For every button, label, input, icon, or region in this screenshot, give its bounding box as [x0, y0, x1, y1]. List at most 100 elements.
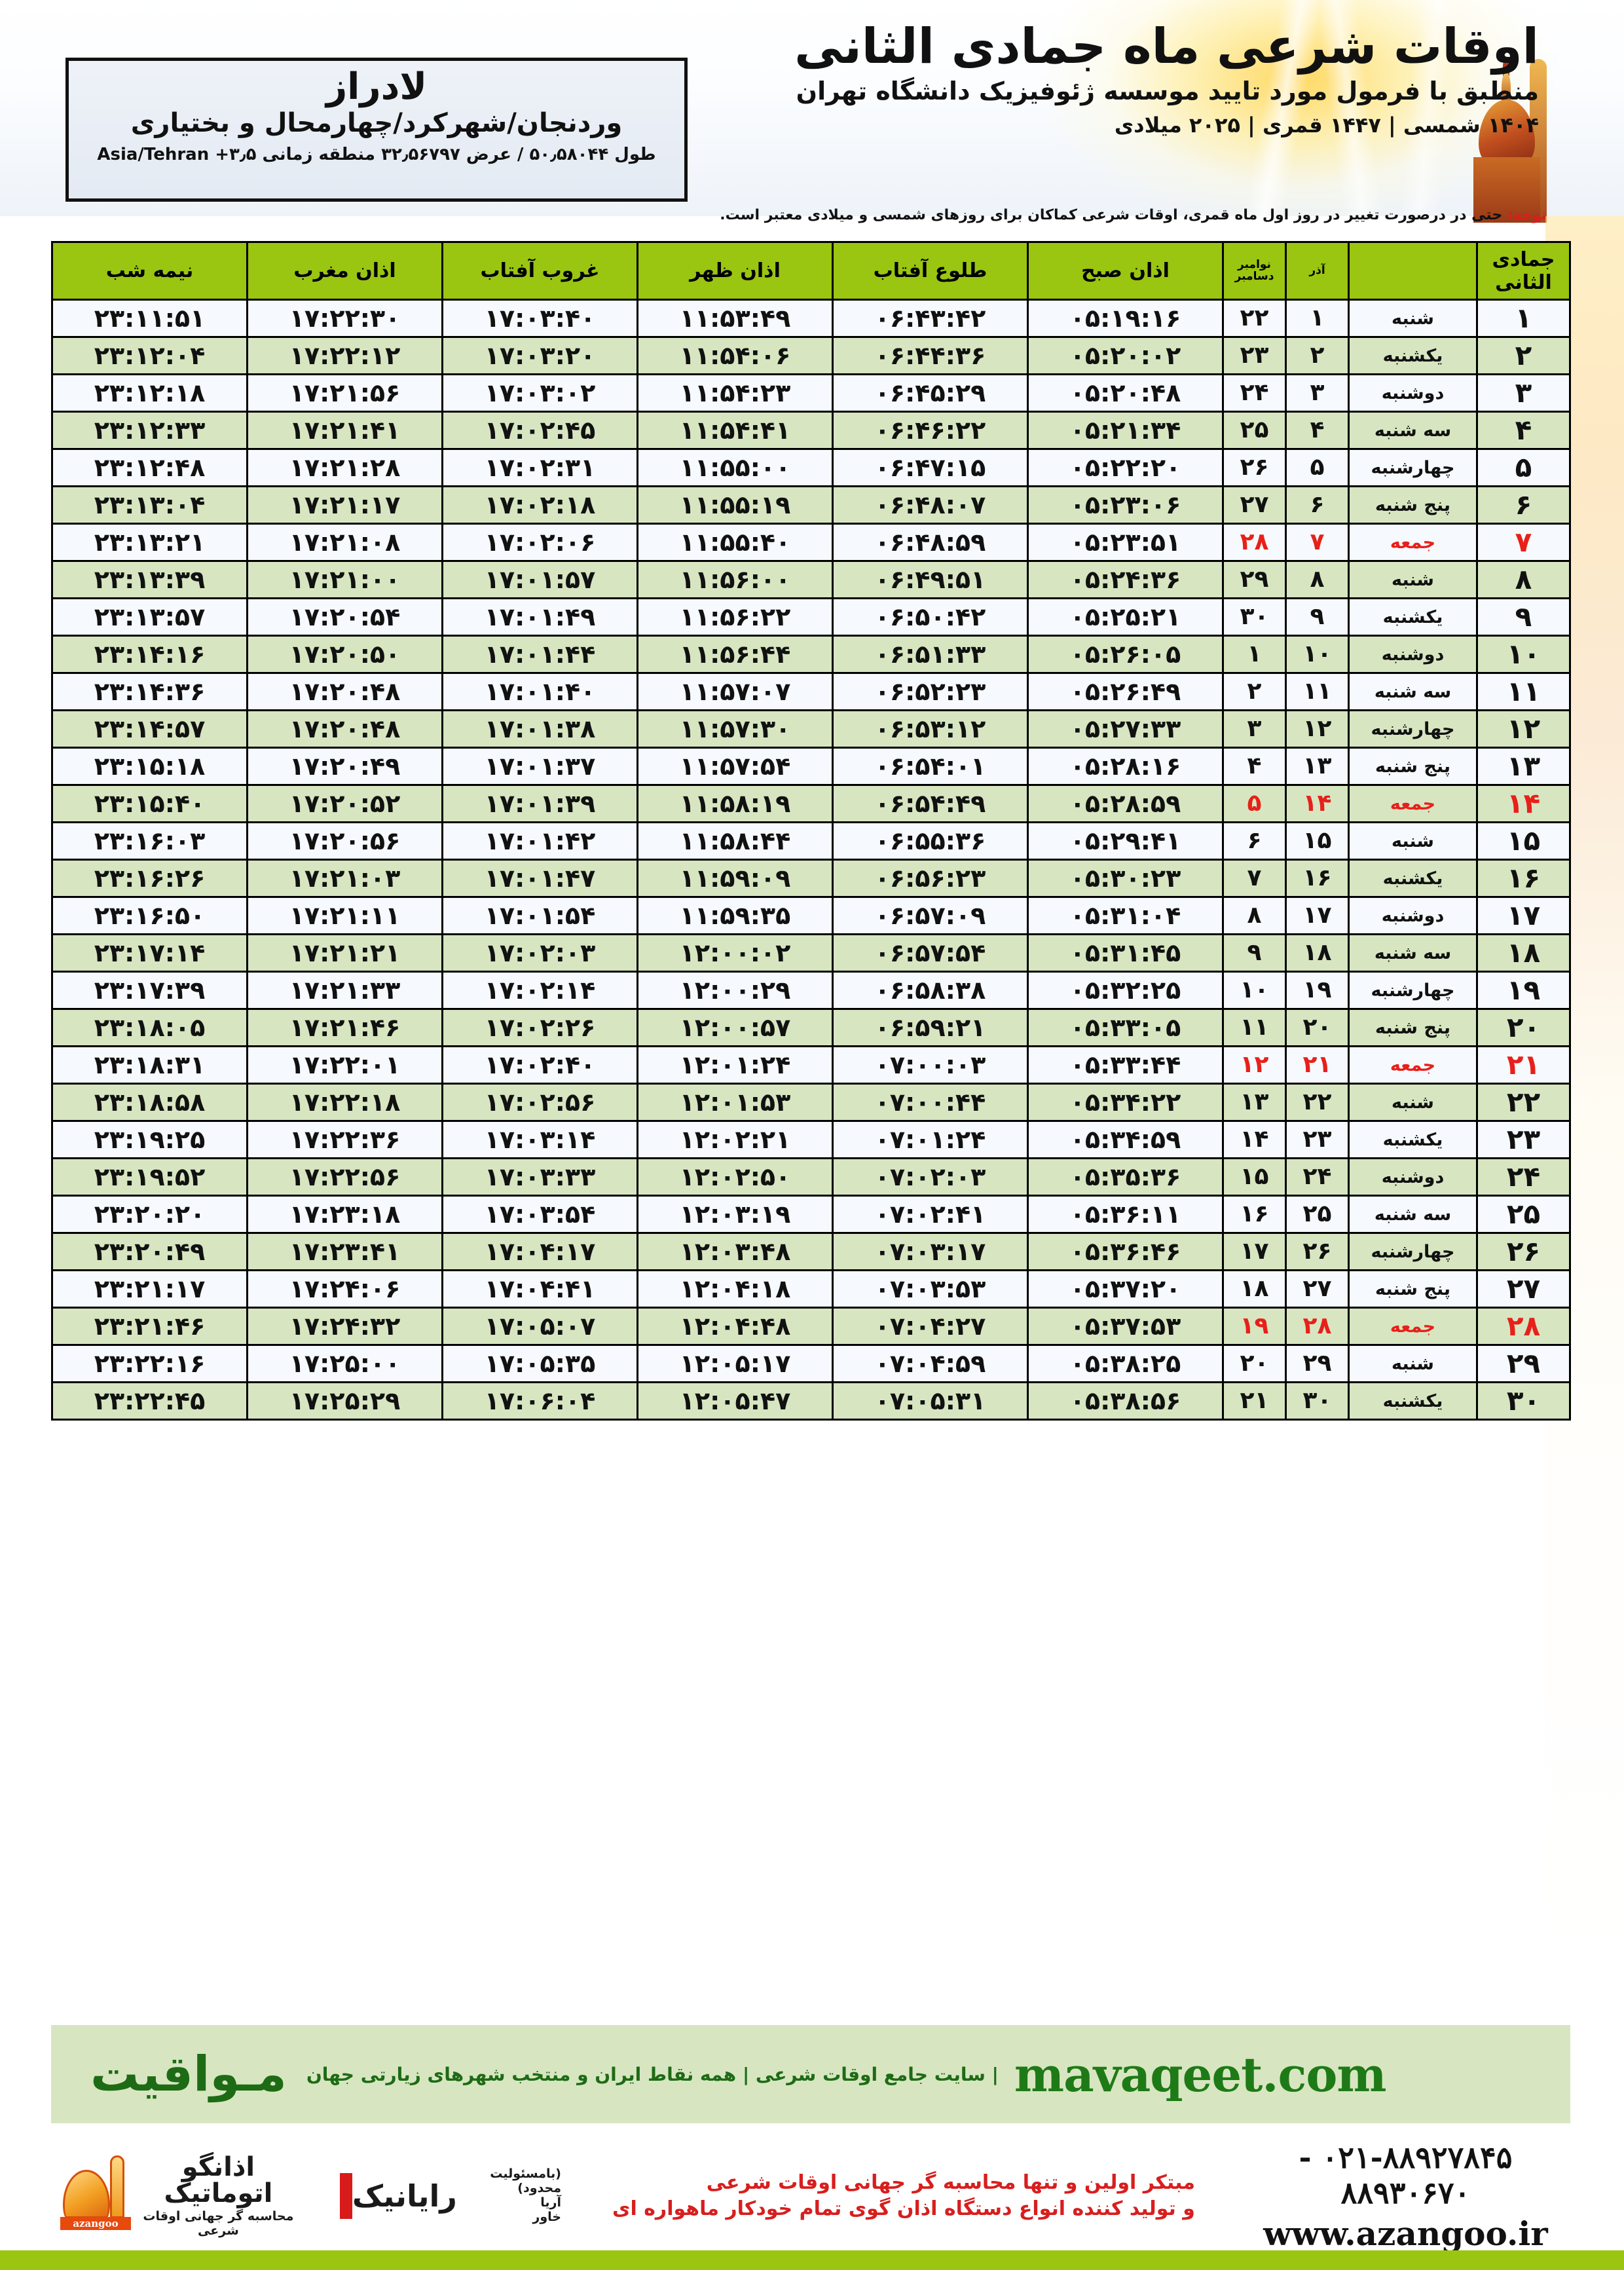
cell-azan-maghreb: ۱۷:۲۱:۰۳	[246, 859, 443, 898]
cell-azan-sobh: ۰۵:۳۳:۴۴	[1027, 1045, 1224, 1085]
table-row: ۲۶ چهارشنبه ۲۶ ۱۷ ۰۵:۳۶:۴۶ ۰۷:۰۳:۱۷ ۱۲:۰۳:۴۸ ۱۷…	[51, 1232, 1571, 1271]
cell-azan-zohr: ۱۲:۰۳:۱۹	[637, 1195, 834, 1234]
bottom-green-strip	[0, 2250, 1624, 2270]
cell-tolu-aftab: ۰۷:۰۱:۲۴	[832, 1120, 1029, 1159]
table-row: ۲۷ پنج شنبه ۲۷ ۱۸ ۰۵:۳۷:۲۰ ۰۷:۰۳:۵۳ ۱۲:۰۴:۱۸ ۱۷…	[51, 1269, 1571, 1309]
cell-azan-sobh: ۰۵:۳۸:۵۶	[1027, 1381, 1224, 1421]
cell-weekday: شنبه	[1348, 1344, 1478, 1383]
cell-weekday: دوشنبه	[1348, 1157, 1478, 1197]
cell-azan-sobh: ۰۵:۲۰:۴۸	[1027, 373, 1224, 413]
col-header-ghorub-aftab: غروب آفتاب	[441, 241, 638, 301]
cell-gregorian-date: ۱۱	[1222, 1008, 1287, 1047]
phone-number: ۰۲۱-۸۸۹۲۷۸۴۵ - ۸۸۹۳۰۶۷۰	[1299, 2139, 1513, 2210]
table-row: ۹ یکشنبه ۹ ۳۰ ۰۵:۲۵:۲۱ ۰۶:۵۰:۴۲ ۱۱:۵۶:۲۲ ۱۷:۰۱:…	[51, 597, 1571, 637]
cell-ghorub-aftab: ۱۷:۰۶:۰۴	[441, 1381, 638, 1421]
table-row: ۶ پنج شنبه ۶ ۲۷ ۰۵:۲۳:۰۶ ۰۶:۴۸:۰۷ ۱۱:۵۵:۱۹ ۱۷:۰…	[51, 485, 1571, 525]
rayanik-word: رایانیک	[352, 2178, 457, 2214]
cell-tolu-aftab: ۰۶:۴۳:۴۲	[832, 299, 1029, 338]
page-title: اوقات شرعی ماه جمادی الثانی	[794, 18, 1539, 75]
cell-ghorub-aftab: ۱۷:۰۱:۴۴	[441, 635, 638, 674]
cell-azan-sobh: ۰۵:۳۶:۱۱	[1027, 1195, 1224, 1234]
cell-shamsi-date: ۱۹	[1285, 971, 1350, 1010]
cell-gregorian-date: ۱۶	[1222, 1195, 1287, 1234]
cell-azan-sobh: ۰۵:۲۶:۴۹	[1027, 672, 1224, 711]
cell-azan-sobh: ۰۵:۲۸:۱۶	[1027, 747, 1224, 786]
cell-azan-zohr: ۱۱:۵۳:۴۹	[637, 299, 834, 338]
cell-tolu-aftab: ۰۷:۰۰:۰۳	[832, 1045, 1029, 1085]
cell-tolu-aftab: ۰۶:۵۹:۲۱	[832, 1008, 1029, 1047]
cell-jamadi-day: ۱۶	[1476, 859, 1571, 898]
cell-azan-sobh: ۰۵:۱۹:۱۶	[1027, 299, 1224, 338]
cell-weekday: چهارشنبه	[1348, 1232, 1478, 1271]
cell-weekday: یکشنبه	[1348, 1120, 1478, 1159]
cell-azan-maghreb: ۱۷:۲۱:۳۳	[246, 971, 443, 1010]
cell-jamadi-day: ۶	[1476, 485, 1571, 525]
cell-tolu-aftab: ۰۶:۵۱:۳۳	[832, 635, 1029, 674]
cell-azan-zohr: ۱۲:۰۰:۲۹	[637, 971, 834, 1010]
cell-shamsi-date: ۵	[1285, 448, 1350, 487]
cell-azan-maghreb: ۱۷:۲۲:۱۸	[246, 1083, 443, 1122]
cell-weekday: یکشنبه	[1348, 1381, 1478, 1421]
website-url[interactable]: www.azangoo.ir	[1263, 2214, 1548, 2253]
cell-azan-maghreb: ۱۷:۲۲:۵۶	[246, 1157, 443, 1197]
cell-azan-sobh: ۰۵:۲۱:۳۴	[1027, 411, 1224, 450]
cell-jamadi-day: ۲۷	[1476, 1269, 1571, 1309]
cell-tolu-aftab: ۰۶:۴۹:۵۱	[832, 560, 1029, 599]
cell-ghorub-aftab: ۱۷:۰۲:۱۴	[441, 971, 638, 1010]
cell-azan-maghreb: ۱۷:۲۱:۲۱	[246, 933, 443, 973]
cell-gregorian-date: ۲۷	[1222, 485, 1287, 525]
cell-ghorub-aftab: ۱۷:۰۱:۳۸	[441, 709, 638, 749]
col-header-gregorian: نوامبر دسامبر	[1222, 241, 1287, 301]
cell-tolu-aftab: ۰۶:۵۷:۵۴	[832, 933, 1029, 973]
cell-gregorian-date: ۲۲	[1222, 299, 1287, 338]
cell-azan-maghreb: ۱۷:۲۱:۰۸	[246, 523, 443, 562]
cell-azan-zohr: ۱۲:۰۵:۱۷	[637, 1344, 834, 1383]
cell-azan-sobh: ۰۵:۳۴:۵۹	[1027, 1120, 1224, 1159]
cell-azan-zohr: ۱۱:۵۹:۰۹	[637, 859, 834, 898]
cell-nimeh-shab: ۲۳:۲۰:۴۹	[51, 1232, 248, 1271]
cell-ghorub-aftab: ۱۷:۰۱:۳۹	[441, 784, 638, 823]
footer-red-line-2: و تولید کننده انواع دستگاه اذان گوی تمام…	[612, 2197, 1195, 2220]
cell-azan-sobh: ۰۵:۳۳:۰۵	[1027, 1008, 1224, 1047]
cell-azan-sobh: ۰۵:۲۷:۳۳	[1027, 709, 1224, 749]
azangoo-logo: azangoo اذانگو اتوماتیک محاسبه گر جهانی …	[51, 2154, 310, 2238]
footer-red-line-1: مبتکر اولین و تنها محاسبه گر جهانی اوقات…	[706, 2170, 1195, 2194]
cell-tolu-aftab: ۰۷:۰۵:۳۱	[832, 1381, 1029, 1421]
cell-azan-maghreb: ۱۷:۲۰:۵۲	[246, 784, 443, 823]
cell-shamsi-date: ۲۳	[1285, 1120, 1350, 1159]
col-header-weekday	[1348, 241, 1478, 301]
mavaqeet-domain[interactable]: mavaqeet.com	[1014, 2046, 1387, 2102]
cell-nimeh-shab: ۲۳:۱۷:۳۹	[51, 971, 248, 1010]
table-row: ۱۶ یکشنبه ۱۶ ۷ ۰۵:۳۰:۲۳ ۰۶:۵۶:۲۳ ۱۱:۵۹:۰۹ ۱۷:۰۱…	[51, 859, 1571, 898]
cell-ghorub-aftab: ۱۷:۰۲:۰۳	[441, 933, 638, 973]
cell-azan-sobh: ۰۵:۳۶:۴۶	[1027, 1232, 1224, 1271]
cell-tolu-aftab: ۰۶:۴۴:۳۶	[832, 336, 1029, 375]
cell-azan-maghreb: ۱۷:۲۰:۴۸	[246, 709, 443, 749]
cell-gregorian-date: ۱۳	[1222, 1083, 1287, 1122]
cell-ghorub-aftab: ۱۷:۰۲:۳۱	[441, 448, 638, 487]
cell-gregorian-date: ۳۰	[1222, 597, 1287, 637]
cell-jamadi-day: ۱	[1476, 299, 1571, 338]
cell-gregorian-date: ۱۷	[1222, 1232, 1287, 1271]
cell-tolu-aftab: ۰۷:۰۳:۱۷	[832, 1232, 1029, 1271]
col-header-december: دسامبر	[1234, 269, 1274, 283]
cell-weekday: چهارشنبه	[1348, 709, 1478, 749]
region-name: وردنجان/شهرکرد/چهارمحال و بختیاری	[130, 108, 623, 139]
cell-tolu-aftab: ۰۷:۰۲:۴۱	[832, 1195, 1029, 1234]
cell-tolu-aftab: ۰۶:۵۵:۳۶	[832, 821, 1029, 861]
cell-azan-sobh: ۰۵:۳۵:۳۶	[1027, 1157, 1224, 1197]
cell-azan-zohr: ۱۱:۵۶:۴۴	[637, 635, 834, 674]
cell-shamsi-date: ۱	[1285, 299, 1350, 338]
cell-ghorub-aftab: ۱۷:۰۵:۰۷	[441, 1307, 638, 1346]
cell-weekday: شنبه	[1348, 299, 1478, 338]
cell-jamadi-day: ۱۹	[1476, 971, 1571, 1010]
cell-weekday: شنبه	[1348, 560, 1478, 599]
cell-nimeh-shab: ۲۳:۲۱:۱۷	[51, 1269, 248, 1309]
cell-azan-zohr: ۱۱:۵۶:۰۰	[637, 560, 834, 599]
cell-ghorub-aftab: ۱۷:۰۳:۲۰	[441, 336, 638, 375]
cell-ghorub-aftab: ۱۷:۰۳:۳۳	[441, 1157, 638, 1197]
cell-jamadi-day: ۲۲	[1476, 1083, 1571, 1122]
table-row: ۱۰ دوشنبه ۱۰ ۱ ۰۵:۲۶:۰۵ ۰۶:۵۱:۳۳ ۱۱:۵۶:۴۴ ۱۷:۰۱…	[51, 635, 1571, 674]
table-row: ۳۰ یکشنبه ۳۰ ۲۱ ۰۵:۳۸:۵۶ ۰۷:۰۵:۳۱ ۱۲:۰۵:۴۷ ۱۷:۰…	[51, 1381, 1571, 1421]
cell-jamadi-day: ۱۰	[1476, 635, 1571, 674]
